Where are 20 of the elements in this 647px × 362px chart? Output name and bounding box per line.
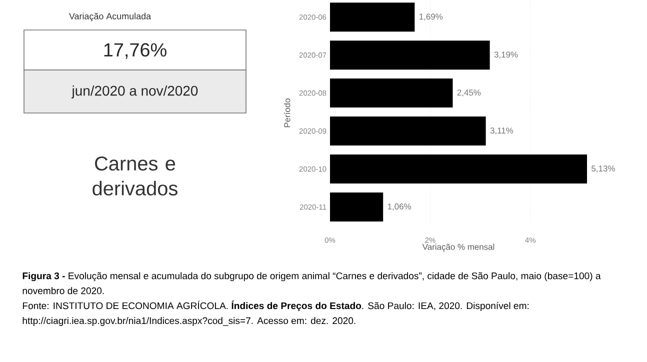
data-label: 3,11% bbox=[490, 128, 514, 135]
bar bbox=[330, 40, 490, 70]
y-axis-title: Período bbox=[284, 98, 290, 128]
bar bbox=[330, 78, 453, 108]
text: 17,76% bbox=[104, 43, 166, 59]
data-label: 2,45% bbox=[457, 90, 481, 97]
data-label: 5,13% bbox=[592, 166, 615, 173]
source-note: Fonte: INSTITUTO DE ECONOMIA AGRÍCOLA. Índices de Preços do Estado. São Paulo: IEA, 2020. Disponível em: http://ciagri.iea.sp.gov.br/nia1/Indices.aspx?cod_sis=7. Acesso em: dez. 2020. bbox=[22, 300, 529, 326]
text: Carnes e derivados bbox=[92, 156, 178, 196]
bar bbox=[330, 154, 588, 184]
text: Variação Acumulada bbox=[69, 12, 152, 22]
bar bbox=[330, 116, 486, 146]
data-label: 1,69% bbox=[420, 14, 443, 21]
x-axis-title: Variação % mensal bbox=[422, 244, 494, 252]
text: Figura 3 - Evolução mensal e acumulada do subgrupo de origem animal “Carnes e derivados”, cidade de São Paulo, maio (base=100) a novembro de 2020. bbox=[22, 272, 601, 294]
text: jun/2020 a nov/2020 bbox=[71, 85, 198, 98]
data-label: 1,06% bbox=[388, 204, 412, 211]
bar bbox=[330, 2, 415, 32]
bar bbox=[330, 192, 384, 222]
data-label: 3,19% bbox=[494, 52, 518, 59]
